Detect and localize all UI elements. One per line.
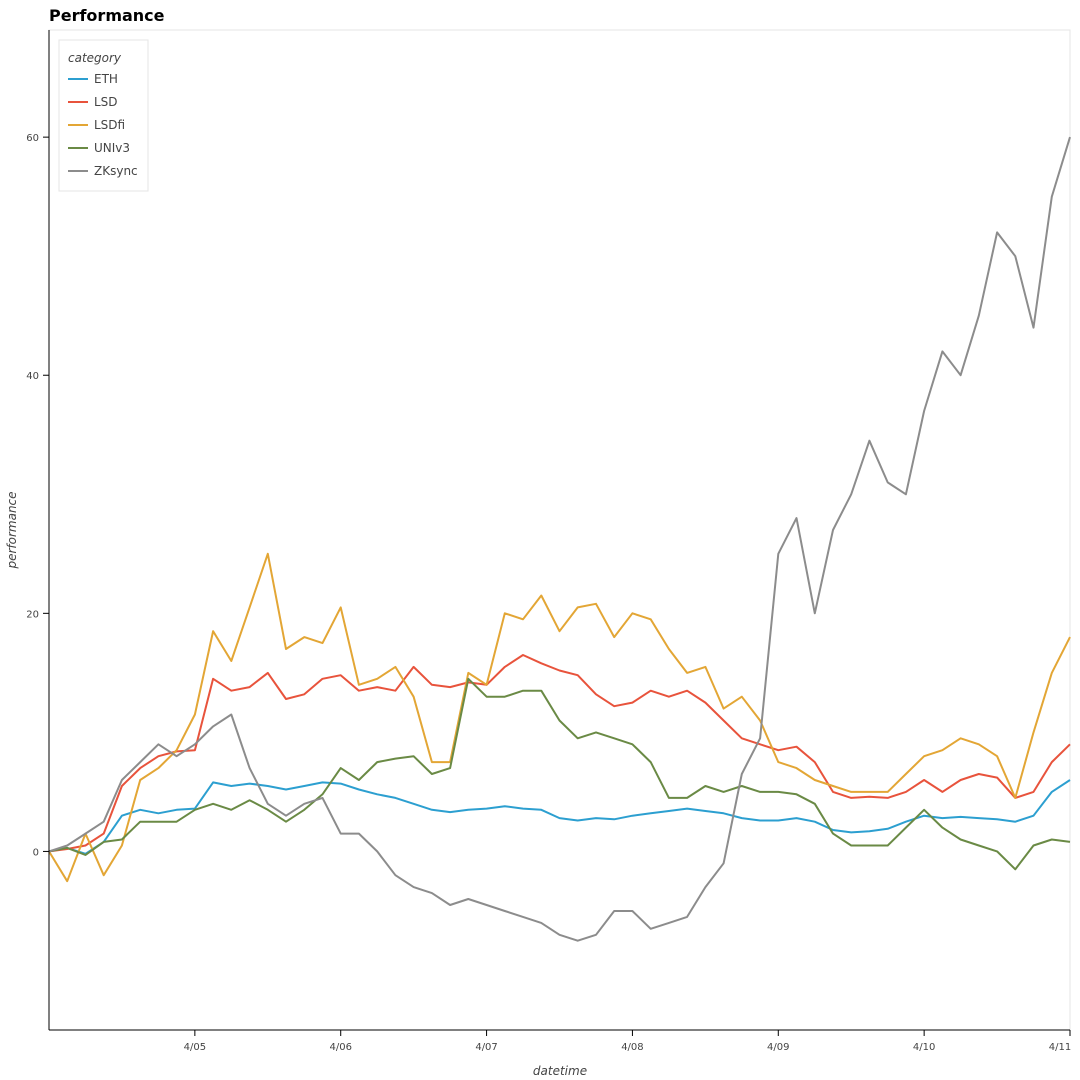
y-tick-label: 40 [26, 371, 39, 382]
x-ticks: 4/05 4/06 4/07 4/08 4/09 4/10 4/11 [184, 1030, 1071, 1053]
x-tick-label: 4/11 [1049, 1042, 1071, 1053]
x-tick-label: 4/07 [475, 1042, 497, 1053]
series-line-univ3 [48, 677, 1071, 871]
y-axis-label: performance [5, 491, 19, 569]
series-line-lsd [48, 654, 1071, 853]
y-ticks: 0 20 40 60 [26, 133, 49, 858]
plot-frame [48, 29, 1071, 1031]
legend-label-zksync: ZKsync [94, 164, 138, 178]
x-tick-label: 4/09 [767, 1042, 789, 1053]
series-line-lsdfi [48, 552, 1071, 883]
x-tick-label: 4/05 [184, 1042, 206, 1053]
series-line-zksync [48, 136, 1071, 942]
legend-box [58, 39, 149, 192]
legend-label-lsdfi: LSDfi [94, 118, 125, 132]
x-tick-label: 4/08 [621, 1042, 643, 1053]
legend-title: category [68, 51, 122, 65]
series-lines [48, 136, 1071, 942]
legend: category ETH LSD LSDfi UNIv3 ZKsync [58, 39, 149, 192]
legend-label-eth: ETH [94, 72, 118, 86]
legend-label-univ3: UNIv3 [94, 141, 130, 155]
chart-title: Performance [49, 6, 165, 25]
legend-label-lsd: LSD [94, 95, 118, 109]
series-line-eth [48, 779, 1071, 855]
x-axis-label: datetime [533, 1064, 587, 1078]
x-tick-label: 4/06 [329, 1042, 351, 1053]
y-tick-label: 60 [26, 133, 39, 144]
y-tick-label: 20 [26, 609, 39, 620]
y-tick-label: 0 [33, 847, 39, 858]
x-tick-label: 4/10 [913, 1042, 935, 1053]
